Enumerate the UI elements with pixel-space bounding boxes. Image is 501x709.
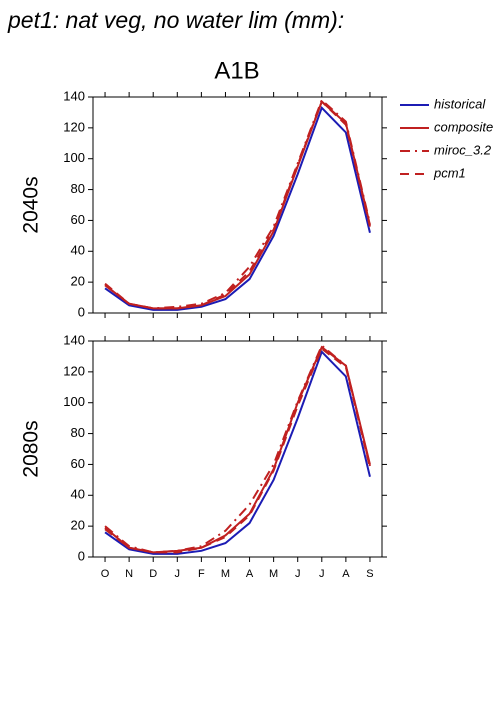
line-series [104,99,371,310]
legend-label: composite [434,119,493,134]
legend-label: historical [434,96,486,111]
x-tick-label: J [319,568,325,580]
y-tick-label: 60 [71,212,85,227]
x-tick-label: N [125,568,133,580]
y-tick-label: 60 [71,456,85,471]
x-tick-label: M [269,568,278,580]
x-tick-label: J [175,568,181,580]
y-tick-label: 40 [71,487,85,502]
line-series [104,99,371,310]
x-tick-label: J [295,568,301,580]
y-tick-label: 100 [63,394,85,409]
y-tick-label: 140 [63,88,85,103]
chart-title: pet1: nat veg, no water lim (mm): [7,7,344,33]
x-tick-label: D [149,568,157,580]
y-tick-label: 0 [78,548,85,563]
y-tick-label: 0 [78,304,85,319]
y-tick-label: 20 [71,274,85,289]
legend-label: pcm1 [433,165,466,180]
y-tick-label: 120 [63,363,85,378]
plot-frame [92,96,383,314]
line-series [104,345,371,554]
line-series [104,347,371,554]
x-tick-label: A [246,568,254,580]
line-series [104,344,371,554]
y-axis-label: 2040s [20,176,43,233]
y-tick-label: 120 [63,119,85,134]
y-tick-label: 140 [63,332,85,347]
y-tick-label: 20 [71,518,85,533]
y-axis-label: 2080s [20,420,43,477]
y-tick-label: 100 [63,150,85,165]
line-series [104,349,371,555]
legend-label: miroc_3.2 [434,142,492,157]
x-tick-label: S [366,568,373,580]
x-tick-label: A [342,568,350,580]
y-tick-label: 80 [71,425,85,440]
x-tick-label: O [101,568,110,580]
y-tick-label: 40 [71,243,85,258]
x-tick-label: M [221,568,230,580]
x-tick-label: F [198,568,205,580]
line-series [104,105,371,311]
subtitle: A1B [214,57,259,84]
y-tick-label: 80 [71,181,85,196]
line-series [104,98,371,310]
plot-frame [92,340,383,558]
